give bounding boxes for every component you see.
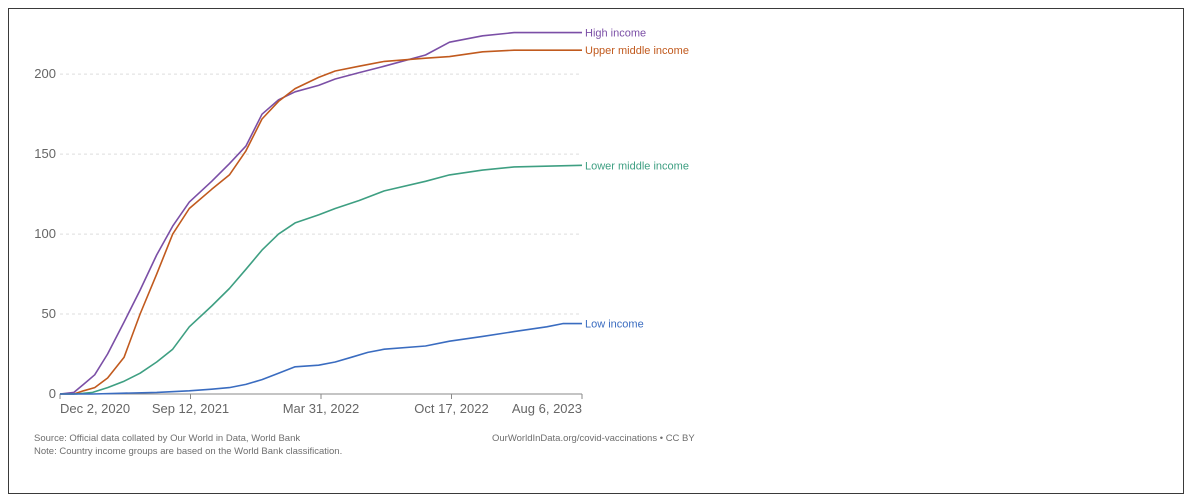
series-line-lower-middle-income: [60, 164, 583, 395]
y-tick-label: 200: [34, 66, 56, 81]
x-axis-ticks: Dec 2, 2020 Sep 12, 2021 Mar 31, 2022 Oct 1…: [59, 394, 583, 416]
series-line-high-income: [59, 31, 582, 395]
source-credit-link[interactable]: OurWorldInData.org/covid-vaccinations • …: [492, 433, 695, 444]
y-tick-label: 50: [42, 306, 56, 321]
x-tick-label: Aug 6, 2023: [512, 401, 582, 416]
series-label-lower-middle-income: Lower middle income: [585, 160, 689, 172]
series-label-low-income: Low income: [585, 319, 644, 331]
series-lines: [59, 31, 583, 395]
series-line-low-income: [60, 322, 582, 395]
source-note: Source: Official data collated by Our Wo…: [34, 433, 301, 444]
x-tick-label: Oct 17, 2022: [414, 401, 488, 416]
y-tick-label: 150: [34, 146, 56, 161]
x-tick-label: Sep 12, 2021: [152, 401, 229, 416]
y-tick-label: 0: [49, 386, 56, 401]
x-tick-label: Mar 31, 2022: [283, 401, 360, 416]
classification-note: Note: Country income groups are based on…: [34, 446, 343, 457]
series-labels: High income Upper middle income Lower midd…: [585, 28, 689, 331]
y-tick-label: 100: [34, 226, 56, 241]
series-label-upper-middle-income: Upper middle income: [585, 45, 689, 57]
y-axis-ticks: 0 50 100 150 200: [34, 66, 56, 401]
grid-lines: [60, 73, 582, 315]
series-line-upper-middle-income: [60, 49, 582, 395]
chart-frame: [8, 8, 1184, 494]
x-tick-label: Dec 2, 2020: [60, 401, 130, 416]
series-label-high-income: High income: [585, 28, 646, 40]
